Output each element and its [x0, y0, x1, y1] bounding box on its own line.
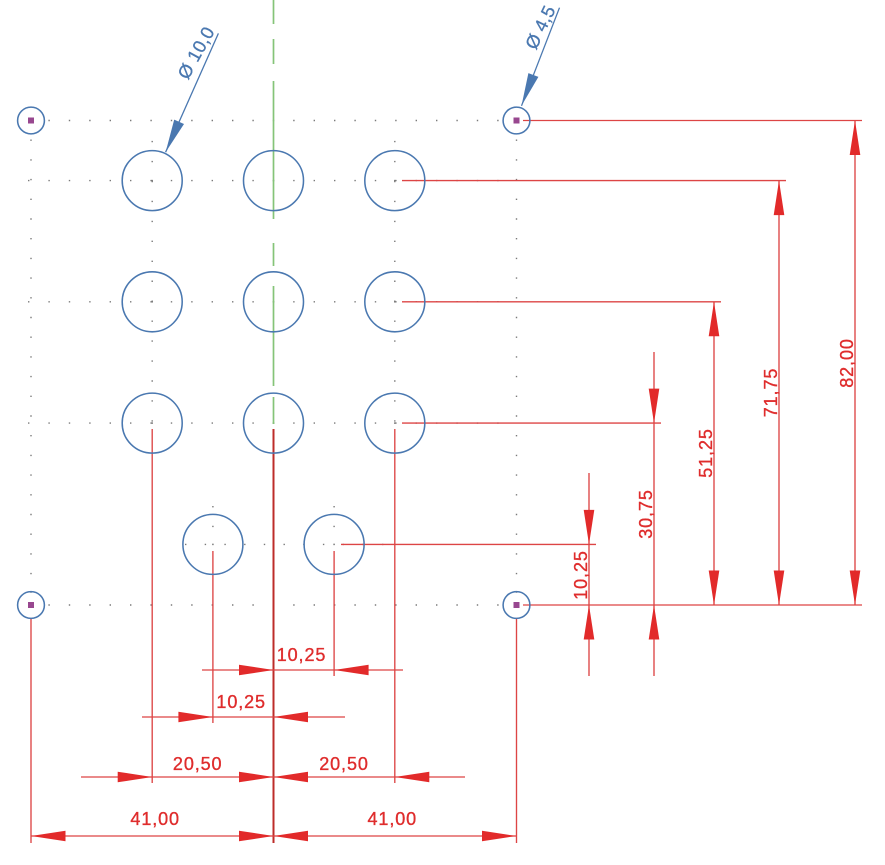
- svg-text:30,75: 30,75: [636, 489, 656, 539]
- svg-text:20,50: 20,50: [319, 754, 369, 774]
- svg-text:10,25: 10,25: [571, 550, 591, 600]
- svg-text:10,25: 10,25: [277, 645, 327, 665]
- svg-text:Ø 4,5: Ø 4,5: [522, 2, 560, 52]
- svg-text:20,50: 20,50: [173, 754, 223, 774]
- svg-text:41,00: 41,00: [130, 809, 180, 829]
- svg-text:41,00: 41,00: [368, 809, 418, 829]
- svg-text:82,00: 82,00: [837, 338, 857, 388]
- svg-text:71,75: 71,75: [761, 368, 781, 418]
- svg-text:51,25: 51,25: [696, 428, 716, 478]
- svg-text:Ø 10,0: Ø 10,0: [174, 23, 219, 82]
- svg-text:10,25: 10,25: [216, 692, 266, 712]
